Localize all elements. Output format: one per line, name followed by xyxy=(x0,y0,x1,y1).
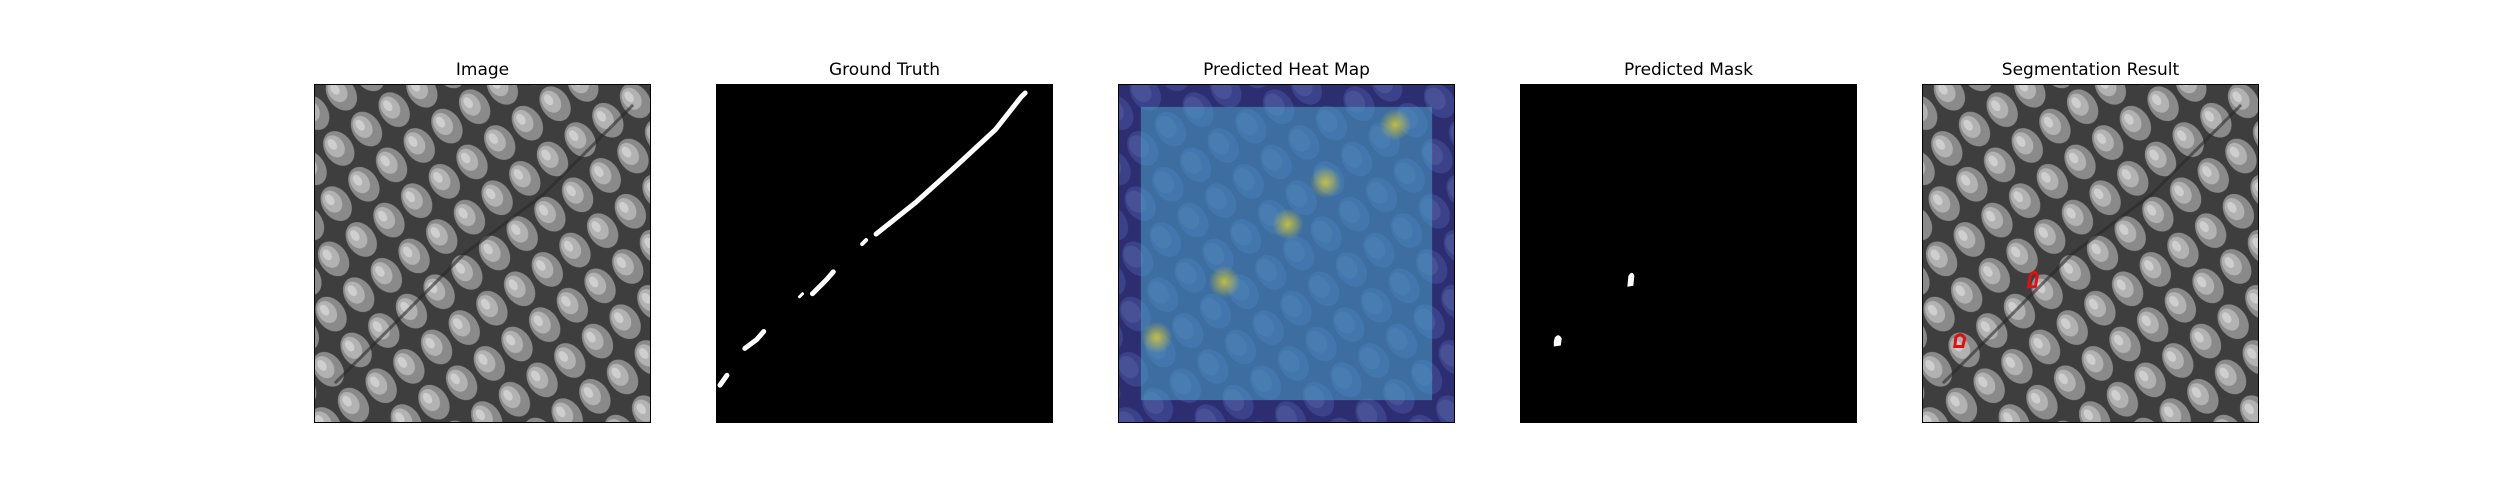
segmentation-overlay-image xyxy=(1923,85,2258,422)
image-panel-title: Image xyxy=(455,60,510,80)
textured-surface-image xyxy=(315,85,650,422)
detected-region-contour xyxy=(2026,270,2039,289)
predicted-mask-image xyxy=(1521,85,1856,422)
segmentation-result-panel-title: Segmentation Result xyxy=(2001,60,2180,80)
predicted-mask-panel-title: Predicted Mask xyxy=(1624,60,1753,80)
segmentation-result xyxy=(1922,84,2259,423)
ground-truth-mask-image xyxy=(717,85,1052,422)
detected-region-contour xyxy=(1953,333,1967,348)
ground-truth-panel-title: Ground Truth xyxy=(828,60,941,80)
predicted-mask xyxy=(1520,84,1857,423)
heat-map-panel-title: Predicted Heat Map xyxy=(1203,60,1370,80)
ground-truth-mask xyxy=(716,84,1053,423)
predicted-heat-map xyxy=(1118,84,1455,423)
input-image xyxy=(314,84,651,423)
heat-map-overlay-image xyxy=(1119,85,1454,422)
